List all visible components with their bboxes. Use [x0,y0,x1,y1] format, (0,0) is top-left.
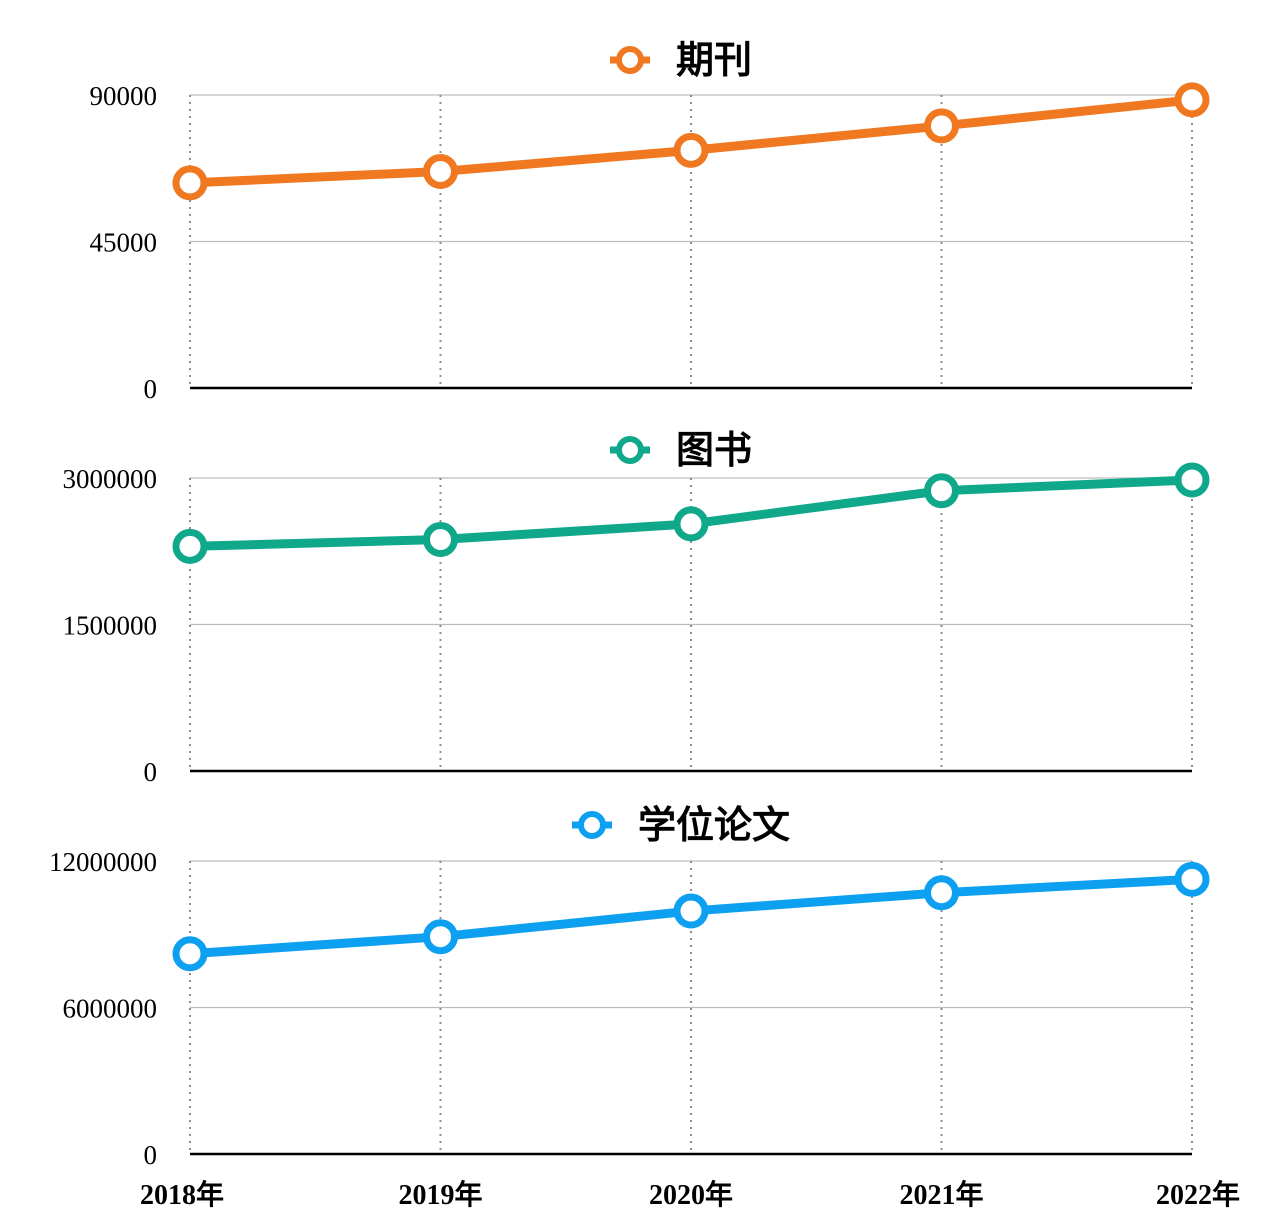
data-point [176,169,204,197]
legend-label: 学位论文 [638,803,790,847]
y-tick-label: 0 [144,757,158,787]
data-point [677,136,705,164]
data-point [176,940,204,968]
data-point [928,477,956,505]
data-point [427,158,455,186]
y-tick-label: 1500000 [63,611,158,641]
data-point [928,879,956,907]
legend-label: 图书 [676,428,752,472]
legend-marker-icon [619,439,641,461]
y-tick-label: 45000 [90,228,158,258]
y-tick-label: 0 [144,374,158,404]
y-tick-label: 0 [144,1140,158,1170]
data-point [677,897,705,925]
x-tick-label: 2021年 [899,1178,983,1211]
data-point [427,923,455,951]
data-point [928,112,956,140]
y-tick-label: 6000000 [63,994,158,1024]
chart-panel-3: 0 6000000 12000000 学位论文 2018年 2019年 2020年 2021年… [49,803,1240,1211]
y-tick-label: 90000 [90,81,158,111]
chart-panel-1: 0 45000 90000 期刊 [90,38,1207,404]
data-point [176,532,204,560]
data-point [1178,86,1206,114]
legend-label: 期刊 [676,38,752,82]
x-tick-label: 2020年 [649,1178,733,1211]
data-point [1178,466,1206,494]
data-point [1178,865,1206,893]
x-tick-label: 2022年 [1156,1178,1240,1211]
y-tick-label: 3000000 [63,464,158,494]
x-tick-label: 2019年 [398,1178,482,1211]
data-point [427,526,455,554]
y-tick-label: 12000000 [49,847,157,877]
chart-panel-2: 0 1500000 3000000 图书 [63,428,1207,787]
legend-marker-icon [619,49,641,71]
x-tick-label: 2018年 [140,1178,224,1211]
legend-marker-icon [581,814,603,836]
data-point [677,510,705,538]
